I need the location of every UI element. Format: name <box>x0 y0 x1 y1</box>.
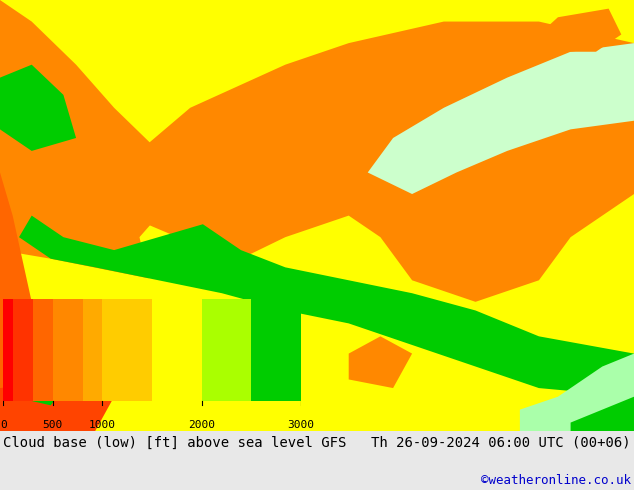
Bar <box>103 299 152 401</box>
Polygon shape <box>349 336 412 388</box>
Text: 2000: 2000 <box>188 420 216 430</box>
Polygon shape <box>0 250 634 431</box>
Text: 500: 500 <box>42 420 63 430</box>
Polygon shape <box>0 65 76 151</box>
Polygon shape <box>13 354 76 405</box>
Text: Th 26-09-2024 06:00 UTC (00+06): Th 26-09-2024 06:00 UTC (00+06) <box>371 436 631 450</box>
Bar <box>3 299 13 401</box>
Bar <box>13 299 33 401</box>
Polygon shape <box>0 0 178 431</box>
Text: 3000: 3000 <box>288 420 314 430</box>
Polygon shape <box>0 172 51 431</box>
Polygon shape <box>19 216 634 397</box>
Text: 1000: 1000 <box>89 420 116 430</box>
Bar <box>252 299 301 401</box>
Polygon shape <box>0 379 114 431</box>
Polygon shape <box>520 354 634 431</box>
Bar <box>152 299 202 401</box>
Polygon shape <box>95 22 634 302</box>
Bar <box>33 299 53 401</box>
Text: ©weatheronline.co.uk: ©weatheronline.co.uk <box>481 474 631 487</box>
Polygon shape <box>571 397 634 431</box>
Text: Cloud base (low) [ft] above sea level GFS: Cloud base (low) [ft] above sea level GF… <box>3 436 347 450</box>
Bar <box>82 299 103 401</box>
Polygon shape <box>539 9 621 52</box>
Bar <box>202 299 252 401</box>
Text: 0: 0 <box>0 420 6 430</box>
Polygon shape <box>368 43 634 194</box>
Bar <box>53 299 82 401</box>
